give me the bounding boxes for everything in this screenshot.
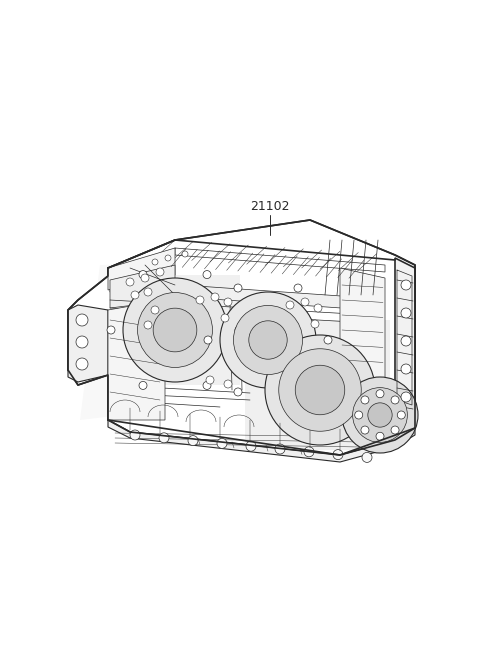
Circle shape bbox=[249, 321, 287, 359]
Circle shape bbox=[139, 381, 147, 390]
Circle shape bbox=[182, 251, 188, 257]
Circle shape bbox=[196, 296, 204, 304]
Circle shape bbox=[203, 381, 211, 390]
Circle shape bbox=[138, 293, 213, 367]
Polygon shape bbox=[108, 420, 415, 462]
Circle shape bbox=[107, 326, 115, 334]
Circle shape bbox=[233, 306, 302, 375]
Circle shape bbox=[131, 291, 139, 299]
Polygon shape bbox=[115, 275, 240, 385]
Circle shape bbox=[279, 349, 361, 431]
Circle shape bbox=[294, 284, 302, 292]
Circle shape bbox=[333, 449, 343, 460]
Circle shape bbox=[361, 396, 369, 404]
Circle shape bbox=[376, 390, 384, 398]
Polygon shape bbox=[340, 268, 385, 380]
Circle shape bbox=[275, 444, 285, 454]
Circle shape bbox=[206, 376, 214, 384]
Circle shape bbox=[156, 268, 164, 276]
Circle shape bbox=[159, 433, 169, 443]
Circle shape bbox=[153, 308, 197, 352]
Circle shape bbox=[368, 403, 392, 427]
Circle shape bbox=[76, 314, 88, 326]
Polygon shape bbox=[80, 258, 415, 420]
Circle shape bbox=[401, 280, 411, 290]
Circle shape bbox=[221, 314, 229, 322]
Circle shape bbox=[294, 388, 302, 396]
Circle shape bbox=[246, 441, 256, 451]
Circle shape bbox=[401, 308, 411, 318]
Circle shape bbox=[204, 336, 212, 344]
Circle shape bbox=[324, 336, 332, 344]
Circle shape bbox=[211, 293, 219, 301]
Circle shape bbox=[224, 298, 232, 306]
Circle shape bbox=[391, 396, 399, 404]
Circle shape bbox=[355, 411, 363, 419]
Circle shape bbox=[397, 411, 405, 419]
Circle shape bbox=[76, 336, 88, 348]
Circle shape bbox=[139, 270, 147, 279]
Circle shape bbox=[76, 358, 88, 370]
Circle shape bbox=[224, 380, 232, 388]
Polygon shape bbox=[395, 258, 415, 440]
Circle shape bbox=[301, 298, 309, 306]
Polygon shape bbox=[245, 320, 390, 450]
Circle shape bbox=[401, 392, 411, 402]
Circle shape bbox=[401, 336, 411, 346]
Circle shape bbox=[123, 278, 227, 382]
Circle shape bbox=[304, 447, 314, 457]
Circle shape bbox=[376, 432, 384, 440]
Circle shape bbox=[401, 364, 411, 374]
Circle shape bbox=[126, 278, 134, 286]
Circle shape bbox=[265, 335, 375, 445]
Circle shape bbox=[188, 436, 198, 445]
Circle shape bbox=[203, 270, 211, 279]
Circle shape bbox=[234, 388, 242, 396]
Circle shape bbox=[130, 430, 140, 440]
Circle shape bbox=[217, 438, 227, 449]
Polygon shape bbox=[68, 305, 108, 382]
Circle shape bbox=[165, 255, 171, 261]
Circle shape bbox=[235, 326, 243, 334]
Circle shape bbox=[234, 284, 242, 292]
Circle shape bbox=[361, 426, 369, 434]
Circle shape bbox=[144, 288, 152, 296]
Circle shape bbox=[314, 304, 322, 312]
Circle shape bbox=[144, 321, 152, 329]
Polygon shape bbox=[110, 265, 175, 308]
Circle shape bbox=[152, 259, 158, 265]
Circle shape bbox=[353, 388, 408, 442]
Circle shape bbox=[151, 306, 159, 314]
Circle shape bbox=[295, 365, 345, 415]
Circle shape bbox=[362, 453, 372, 462]
Polygon shape bbox=[68, 220, 415, 455]
Circle shape bbox=[342, 377, 418, 453]
Polygon shape bbox=[100, 218, 405, 275]
Circle shape bbox=[286, 301, 294, 309]
Circle shape bbox=[220, 292, 316, 388]
Polygon shape bbox=[108, 248, 175, 290]
Circle shape bbox=[311, 320, 319, 328]
Circle shape bbox=[391, 426, 399, 434]
Text: 21102: 21102 bbox=[250, 200, 290, 213]
Polygon shape bbox=[110, 280, 370, 310]
Circle shape bbox=[141, 274, 149, 282]
Polygon shape bbox=[108, 300, 165, 420]
